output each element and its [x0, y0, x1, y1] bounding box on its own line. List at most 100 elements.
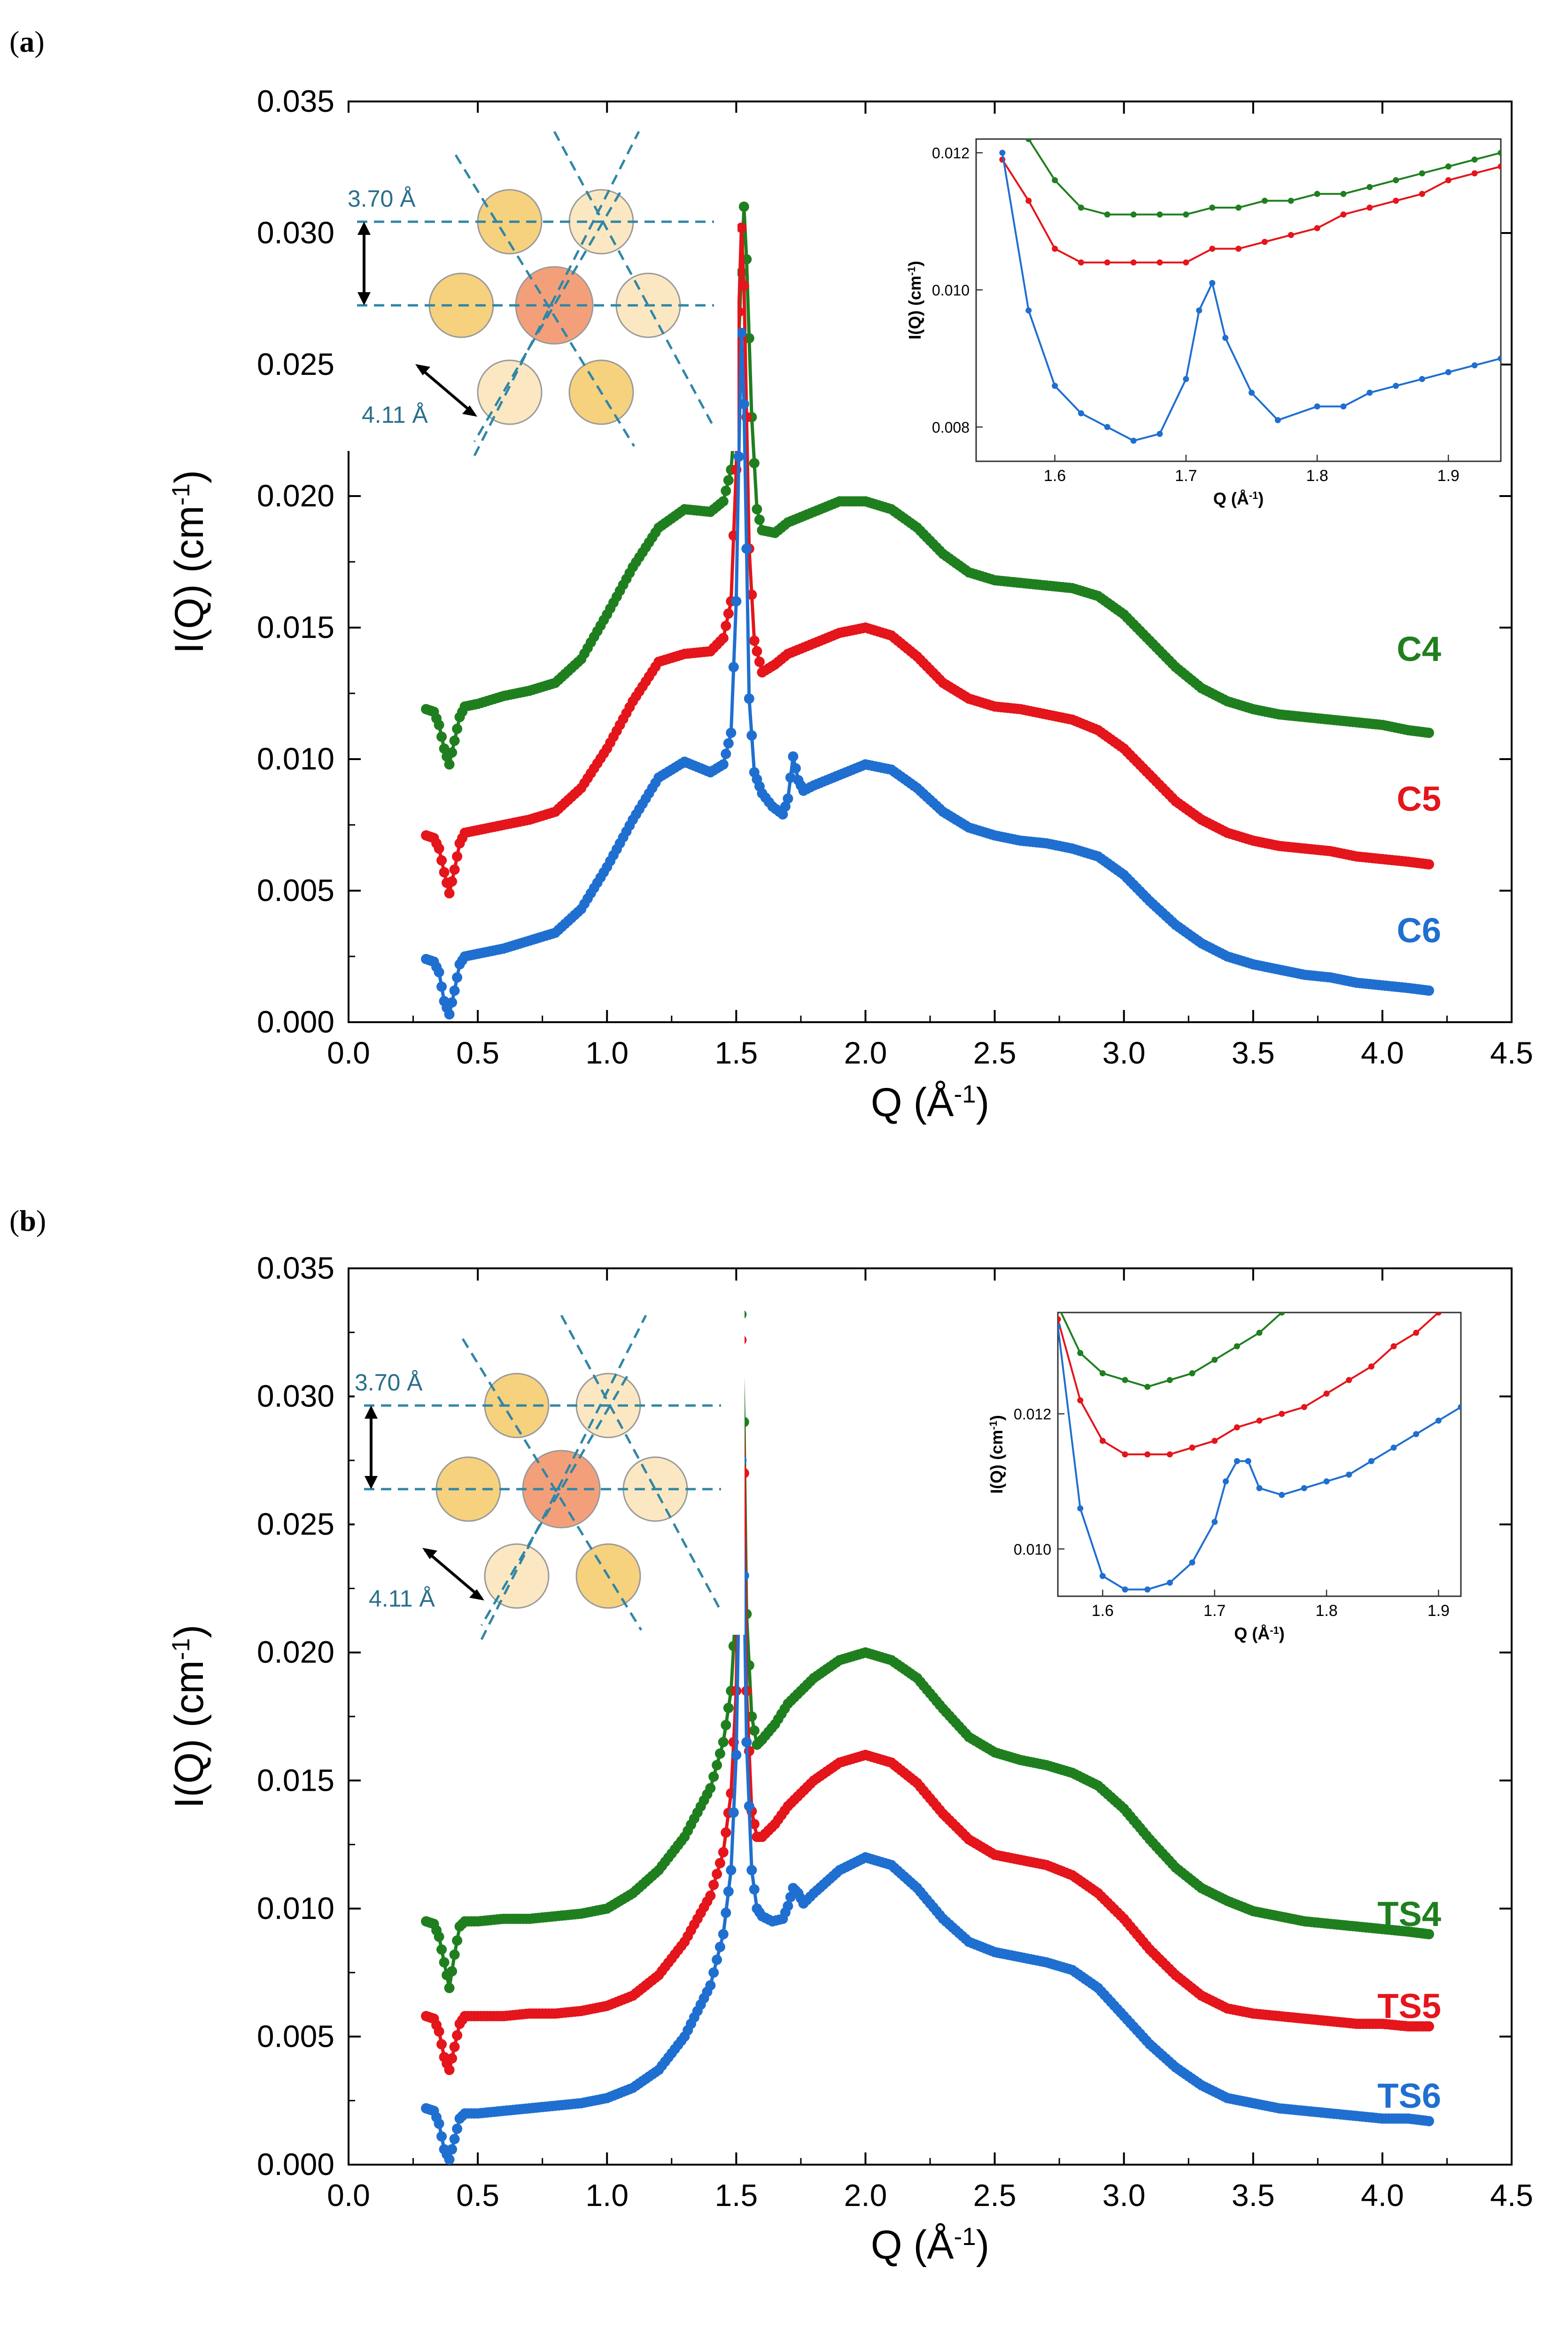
- inset-data-point: [1340, 211, 1347, 218]
- y-tick-label: 0.030: [257, 215, 334, 250]
- inset-data-point: [1144, 1383, 1151, 1390]
- inset-data-point: [1256, 1417, 1263, 1424]
- inset-data-point: [1261, 197, 1268, 204]
- inset-data-point: [1157, 259, 1163, 266]
- inset-data-point: [1189, 1445, 1195, 1451]
- inset-data-point: [1366, 204, 1373, 211]
- y-tick-label: 0.000: [257, 2147, 334, 2182]
- inset-data-point: [1314, 403, 1320, 410]
- inset-data-point: [1077, 1397, 1084, 1404]
- data-point: [434, 720, 444, 730]
- inset-x-tick-label: 1.9: [1428, 1602, 1450, 1620]
- inset-x-label-main: Q (Å: [1213, 489, 1249, 508]
- data-point: [749, 458, 760, 468]
- y-tick-label: 0.020: [257, 478, 334, 513]
- inset-data-point: [1393, 382, 1399, 389]
- inset-x-tick-label: 1.6: [1092, 1602, 1114, 1620]
- data-point: [726, 728, 737, 738]
- inset-y-tick-label: 0.012: [1014, 1406, 1051, 1423]
- data-point: [726, 1865, 737, 1876]
- data-point: [718, 1929, 729, 1940]
- distance-label-411: 4.11 Å: [369, 1585, 435, 1612]
- inset-data-point: [1078, 410, 1084, 417]
- lattice-line-diagonal: [473, 192, 621, 443]
- inset-data-point: [1261, 239, 1268, 245]
- data-point: [738, 280, 749, 291]
- data-point: [736, 222, 747, 233]
- data-point: [728, 1807, 739, 1818]
- inset-data-point: [1471, 362, 1478, 369]
- lattice-line-diagonal: [454, 154, 636, 447]
- inset-data-point: [1122, 1377, 1128, 1383]
- inset-data-point: [1025, 197, 1032, 204]
- x-tick-label: 2.0: [844, 2178, 887, 2213]
- inset-data-point: [1288, 197, 1294, 204]
- panel-label-part: ): [34, 25, 44, 58]
- x-tick-label: 3.5: [1232, 2178, 1275, 2213]
- data-point: [721, 485, 731, 496]
- inset-series-TS4: [1060, 1313, 1285, 1390]
- panel-label-part: b: [19, 1204, 36, 1237]
- x-tick-label: 2.5: [973, 1035, 1017, 1070]
- inset-data-point: [1078, 259, 1084, 266]
- y-tick-label: 0.035: [257, 1250, 334, 1285]
- panel-label-part: (: [9, 1204, 19, 1237]
- data-point: [1423, 985, 1434, 996]
- y-axis-label-end: ): [167, 1624, 212, 1638]
- series-label: C6: [1397, 911, 1441, 950]
- x-tick-label: 1.5: [714, 1035, 758, 1070]
- inset-x-tick-label: 1.9: [1437, 467, 1459, 485]
- inset-x-label-end: ): [1258, 489, 1264, 508]
- inset-x-tick-label: 1.6: [1044, 467, 1066, 485]
- distance-label-411: 4.11 Å: [362, 402, 428, 428]
- data-point: [746, 590, 757, 600]
- data-point: [436, 855, 447, 866]
- inset-data-point: [1211, 1357, 1218, 1363]
- data-point: [718, 496, 729, 507]
- x-axis-label: Q (Å-1): [871, 1080, 990, 1125]
- x-tick-label: 1.0: [585, 1035, 629, 1070]
- y-tick-label: 0.030: [257, 1379, 334, 1414]
- inset-x-label: Q (Å-1): [1234, 1624, 1285, 1643]
- inset-y-label-end: ): [905, 261, 924, 266]
- x-tick-label: 0.5: [456, 2178, 499, 2213]
- data-point: [721, 1720, 731, 1731]
- y-tick-label: 0.025: [257, 347, 334, 381]
- inset-series-TS6: [1058, 1323, 1461, 1593]
- data-point: [449, 1949, 460, 1960]
- y-tick-label: 0.005: [257, 873, 334, 908]
- inset-series-C5: [999, 156, 1501, 266]
- data-point: [749, 636, 760, 646]
- y-tick-label: 0.015: [257, 610, 334, 645]
- data-point: [752, 646, 762, 657]
- data-point: [452, 972, 463, 983]
- data-point: [777, 809, 788, 820]
- inset-data-point: [1279, 1411, 1285, 1417]
- x-axis-label-main: Q (Å: [871, 1080, 954, 1125]
- inset-data-point: [1301, 1404, 1307, 1410]
- data-point: [705, 1783, 716, 1794]
- inset-data-point: [1104, 424, 1110, 430]
- data-point: [718, 1847, 729, 1857]
- inset-data-point: [1196, 307, 1203, 314]
- data-point: [444, 1982, 455, 1993]
- x-tick-label: 2.0: [844, 1035, 887, 1070]
- inset-data-point: [1058, 1316, 1061, 1322]
- inset-data-point: [1245, 1458, 1251, 1464]
- inset-data-point: [1144, 1586, 1151, 1593]
- inset-series-line: [1058, 1313, 1439, 1455]
- y-tick-label: 0.015: [257, 1763, 334, 1797]
- data-point: [452, 1935, 463, 1946]
- y-tick-label: 0.005: [257, 2019, 334, 2053]
- inset-data-point: [1052, 177, 1058, 184]
- x-axis-label-sup: -1: [954, 2223, 976, 2251]
- data-point: [1423, 2116, 1434, 2127]
- inset-data-point: [1419, 191, 1425, 197]
- data-point: [705, 1980, 716, 1991]
- data-point: [439, 743, 450, 754]
- inset-data-point: [1078, 204, 1084, 211]
- inset-data-point: [1157, 211, 1163, 218]
